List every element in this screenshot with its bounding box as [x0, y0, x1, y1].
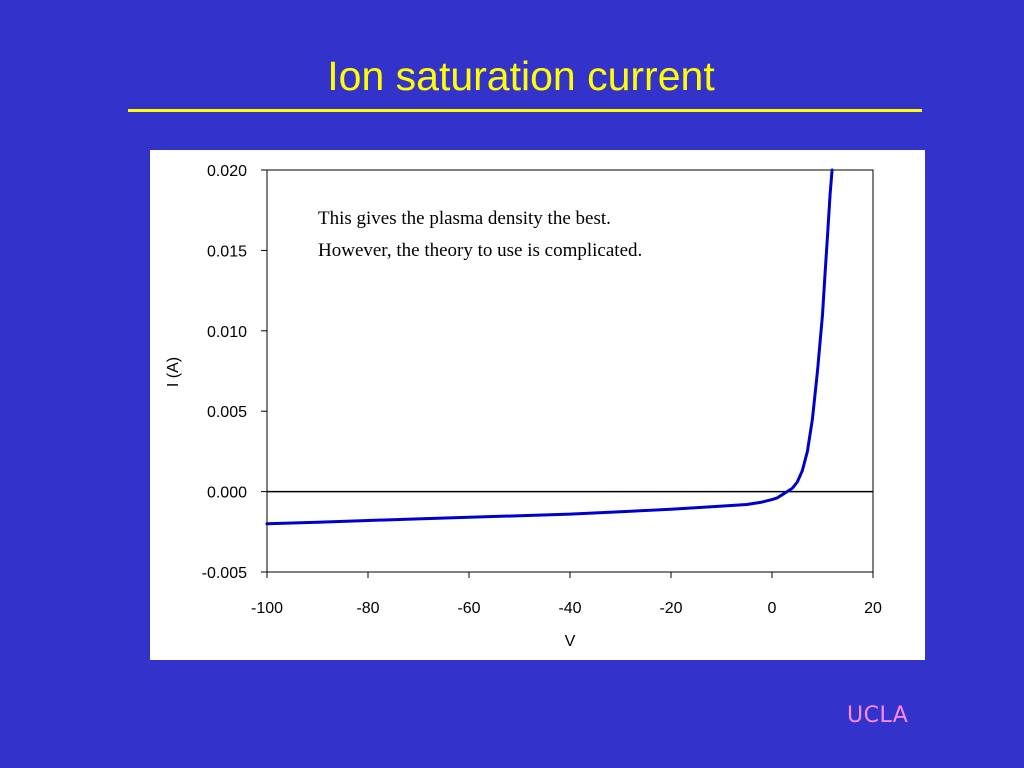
y-tick-label: 0.015 [207, 243, 247, 260]
y-tick-label: 0.020 [207, 163, 247, 180]
y-axis-label: I (A) [165, 357, 182, 387]
x-tick-label: -20 [659, 600, 682, 617]
y-tick-label: 0.000 [207, 485, 247, 502]
y-tick-label: -0.005 [202, 565, 247, 582]
x-tick-label: -60 [457, 600, 480, 617]
plot-frame [266, 169, 874, 573]
x-tick-label: -100 [251, 600, 283, 617]
iv-curve [265, 168, 834, 526]
x-axis-label: V [565, 633, 576, 650]
x-tick-label: -40 [558, 600, 581, 617]
x-tick-label: 0 [768, 600, 777, 617]
iv-chart: -0.005 0.000 0.005 0.010 0.015 0.020 -100 -80 -6… [165, 163, 882, 650]
x-tick-label: -80 [356, 600, 379, 617]
annotation-line: However, the theory to use is complicate… [318, 240, 642, 261]
x-tick-label: 20 [864, 600, 882, 617]
annotation-line: This gives the plasma density the best. [318, 208, 611, 229]
chart-panel: -0.005 0.000 0.005 0.010 0.015 0.020 -100 -80 -6… [150, 150, 925, 660]
y-tick-label: 0.005 [207, 404, 247, 421]
y-tick-label: 0.010 [207, 324, 247, 341]
slide-title: Ion saturation current [327, 53, 715, 99]
ucla-logo: UCLA [847, 703, 909, 728]
title-underline [128, 109, 922, 112]
